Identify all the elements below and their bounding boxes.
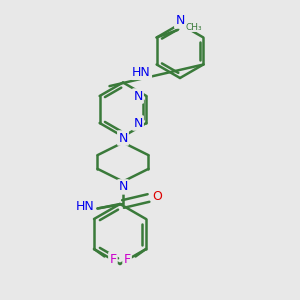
Text: HN: HN (76, 200, 94, 214)
Text: F: F (124, 253, 130, 266)
Text: O: O (153, 190, 162, 203)
Text: HN: HN (132, 66, 151, 79)
Text: N: N (133, 116, 143, 130)
Text: F: F (110, 253, 116, 266)
Text: N: N (118, 180, 128, 194)
Text: N: N (133, 89, 143, 103)
Text: N: N (118, 131, 128, 145)
Text: CH₃: CH₃ (185, 22, 202, 32)
Text: N: N (175, 14, 185, 28)
